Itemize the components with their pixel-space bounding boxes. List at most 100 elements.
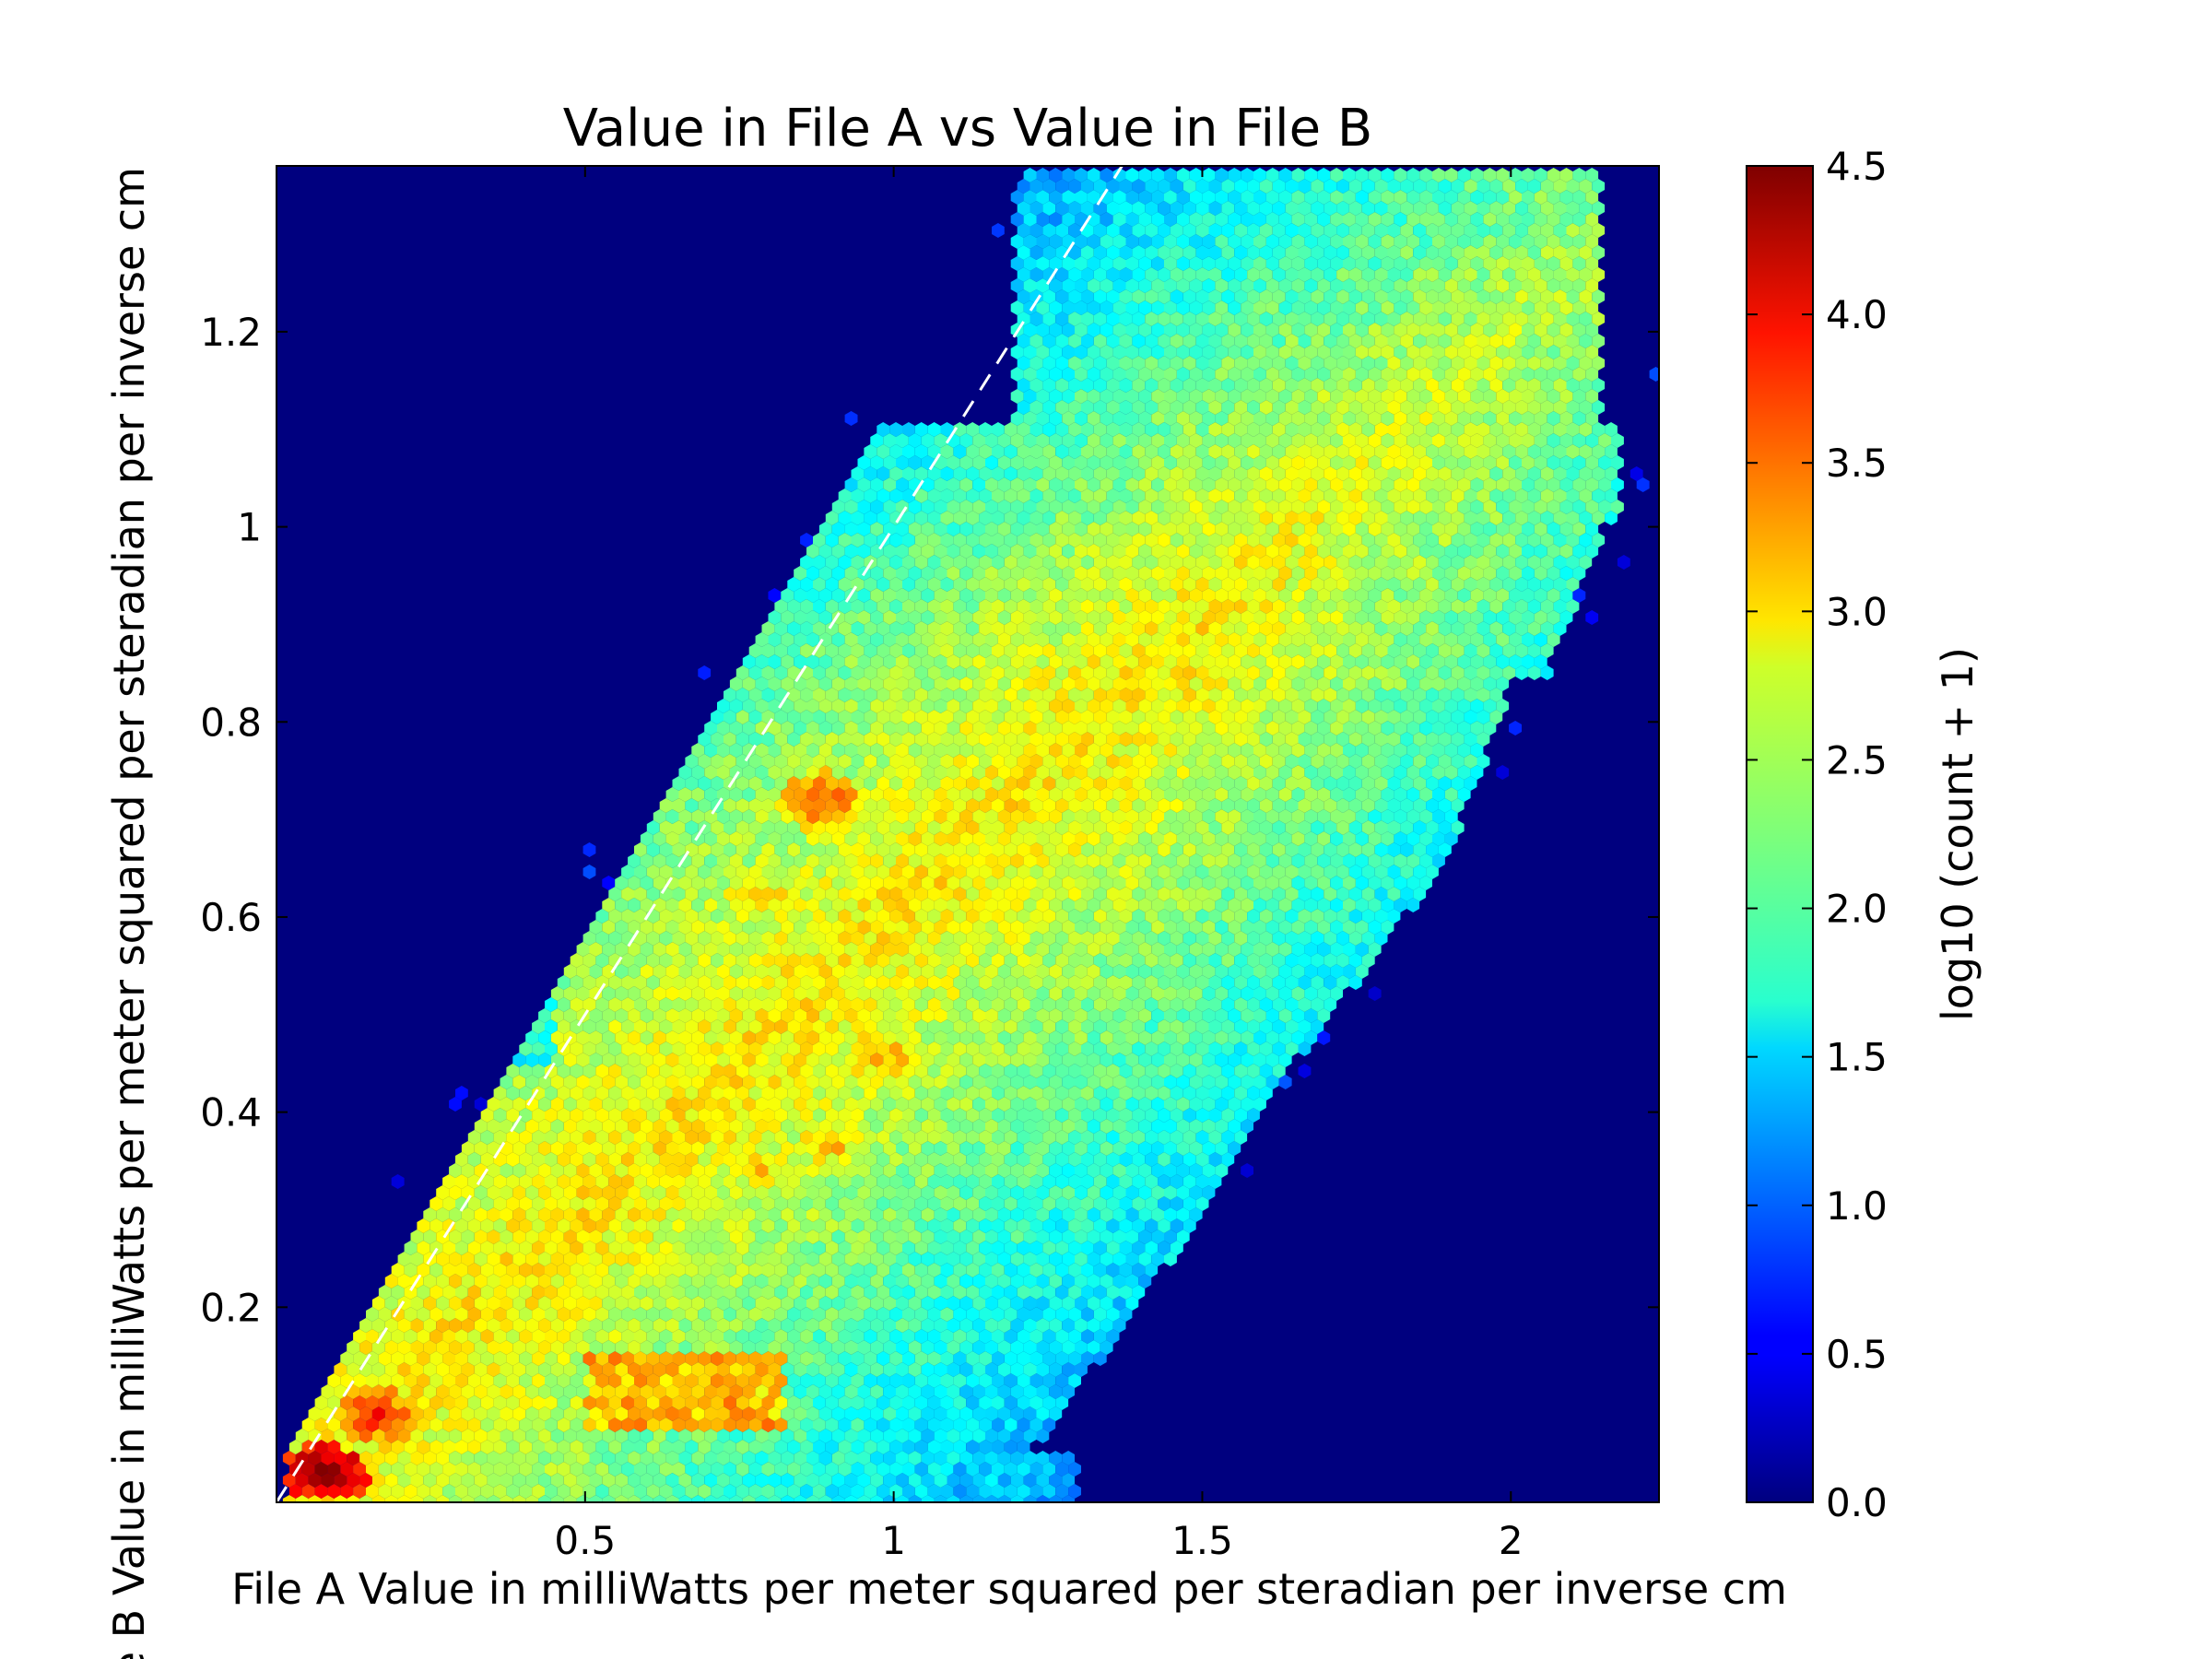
hex-cell (442, 1351, 455, 1366)
hex-cell (334, 1429, 347, 1443)
hex-cell (1062, 1318, 1075, 1333)
hex-cell (550, 1340, 564, 1355)
hex-cell (321, 1384, 335, 1399)
hex-cell (717, 1384, 730, 1399)
hex-cell (711, 1484, 724, 1499)
hex-cell (927, 1418, 941, 1432)
hex-cell (985, 1318, 998, 1333)
hex-cell (366, 1418, 379, 1432)
hex-cell (512, 1406, 526, 1421)
hex-cell (857, 1318, 871, 1333)
hex-cell (608, 1329, 622, 1344)
hex-cell (678, 1451, 692, 1465)
hex-cell (979, 1484, 992, 1499)
hex-cell (359, 1473, 372, 1488)
hex-cell (717, 1495, 730, 1502)
hex-cell (914, 1418, 928, 1432)
hex-cell (506, 1484, 520, 1499)
hex-cell (940, 1395, 954, 1410)
hex-cell (493, 1484, 507, 1499)
hex-cell (384, 1296, 398, 1311)
hex-cell (1106, 1307, 1120, 1322)
hex-cell (864, 1329, 877, 1344)
hex-cell (653, 1473, 666, 1488)
hex-cell (532, 1462, 545, 1477)
hex-cell (410, 1451, 424, 1465)
hex-cell (371, 1406, 385, 1421)
hex-cell (480, 1462, 494, 1477)
hex-cell (436, 1495, 450, 1502)
hex-cell (634, 1484, 647, 1499)
hex-cell (864, 1351, 877, 1366)
hex-cell (761, 1329, 775, 1344)
hex-cell (813, 1462, 826, 1477)
hex-cell (410, 1340, 424, 1355)
hex-cell (653, 1340, 666, 1355)
hex-cell (1055, 1462, 1069, 1477)
hex-cell (595, 1462, 609, 1477)
hex-cell (704, 1318, 717, 1333)
hex-cell (992, 1484, 1005, 1499)
hex-cell (455, 1440, 468, 1454)
hex-cell (844, 1384, 858, 1399)
hex-cell (825, 1351, 839, 1366)
hex-cell (506, 1418, 520, 1432)
hex-cell (557, 1329, 571, 1344)
hex-cell (724, 1307, 736, 1322)
hex-cell (576, 1406, 590, 1421)
hex-cell (742, 1451, 756, 1465)
hex-cell (327, 1484, 341, 1499)
hex-cell (493, 1329, 507, 1344)
hex-cell (672, 1462, 686, 1477)
hex-cell (423, 1473, 437, 1488)
hex-cell (436, 1429, 450, 1443)
hex-cell (678, 1340, 692, 1355)
hex-cell (621, 1462, 634, 1477)
hex-cell (704, 1340, 717, 1355)
hex-cell (735, 1418, 749, 1432)
hex-cell (436, 1318, 450, 1333)
hex-cell (634, 1351, 647, 1366)
hex-cell (1030, 1395, 1043, 1410)
hex-cell (818, 1362, 832, 1377)
hex-cell (1004, 1440, 1018, 1454)
hex-cell (461, 1318, 475, 1333)
hex-cell (550, 1406, 564, 1421)
hex-cell (397, 1495, 411, 1502)
hex-cell (461, 1384, 475, 1399)
hex-cell (729, 1429, 743, 1443)
hex-cell (902, 1418, 915, 1432)
hex-cell (378, 1373, 392, 1388)
hex-cell (327, 1373, 341, 1388)
hex-cell (525, 1451, 539, 1465)
hex-cell (672, 1329, 686, 1344)
hex-cell (467, 1395, 481, 1410)
hex-cell (391, 1373, 405, 1388)
hex-cell (525, 1318, 539, 1333)
hex-cell (972, 1384, 985, 1399)
hex-cell (729, 1473, 743, 1488)
hex-cell (1030, 1373, 1043, 1388)
hex-cell (735, 1329, 749, 1344)
hex-cell (615, 1473, 629, 1488)
hex-cell (864, 1373, 877, 1388)
hex-cell (914, 1484, 928, 1499)
hex-cell (493, 1373, 507, 1388)
hex-cell (423, 1362, 437, 1377)
hex-cell (724, 1484, 736, 1499)
hex-cell (825, 1462, 839, 1477)
hex-cell (602, 1384, 616, 1399)
hex-cell (896, 1340, 909, 1355)
hex-cell (347, 1340, 360, 1355)
hex-cell (659, 1395, 673, 1410)
hex-cell (889, 1373, 902, 1388)
hex-cell (487, 1429, 500, 1443)
hex-cell (525, 1362, 539, 1377)
hex-cell (877, 1418, 890, 1432)
hex-cell (359, 1451, 372, 1465)
hex-cell (589, 1451, 603, 1465)
hex-cell (691, 1384, 705, 1399)
hex-cell (717, 1429, 730, 1443)
hex-cell (966, 1462, 980, 1477)
hex-cell (678, 1429, 692, 1443)
